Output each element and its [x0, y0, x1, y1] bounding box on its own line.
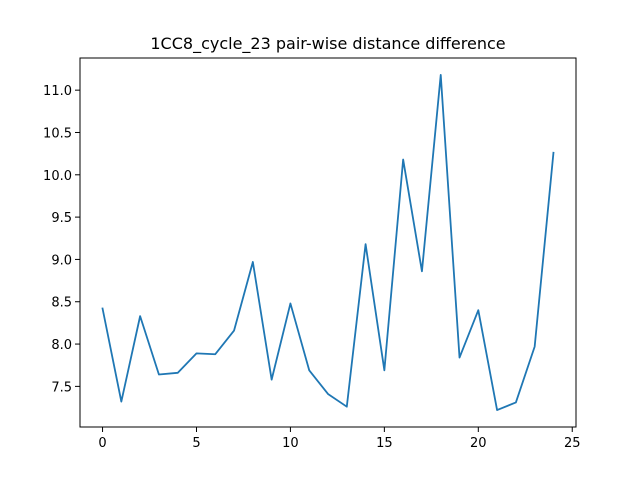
y-tick-label: 9.0: [51, 253, 72, 268]
y-tick-label: 10.5: [43, 126, 72, 141]
y-tick-label: 8.0: [51, 338, 72, 353]
series-line: [101, 74, 555, 411]
plot-area: 0 5 10 15 20 25 7.5 8.0 8.5 9.0 9.5 10.0 10.5 11.0: [43, 74, 581, 451]
x-tick-label: 10: [282, 436, 299, 451]
y-tick-label: 8.5: [51, 296, 72, 311]
y-tick-label: 9.5: [51, 211, 72, 226]
y-tick-label: 7.5: [51, 380, 72, 395]
x-tick-label: 20: [470, 436, 487, 451]
x-tick-label: 15: [376, 436, 393, 451]
x-tick-label: 25: [564, 436, 581, 451]
x-tick-label: 0: [98, 436, 106, 451]
x-tick-label: 5: [192, 436, 200, 451]
axes-frame: [79, 57, 577, 428]
y-tick-label: 10.0: [43, 169, 72, 184]
y-tick-label: 11.0: [43, 84, 72, 99]
chart-title: 1CC8_cycle_23 pair-wise distance differe…: [150, 34, 505, 54]
